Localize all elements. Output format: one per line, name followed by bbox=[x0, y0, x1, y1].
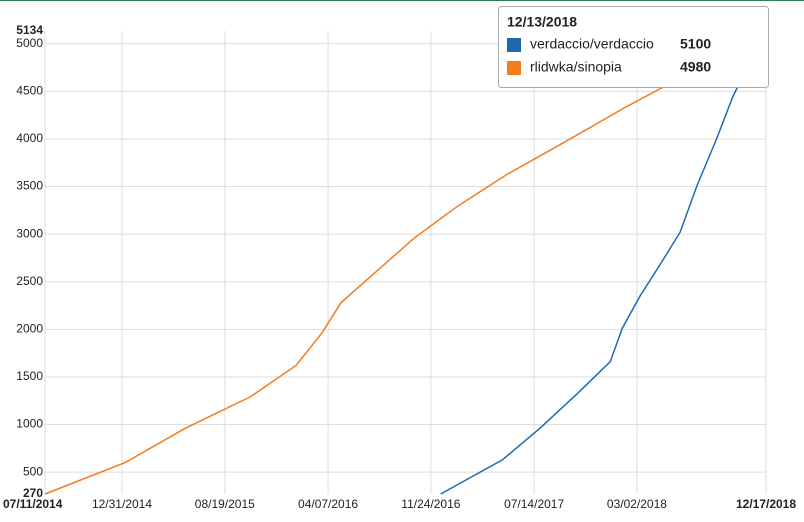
y-tick-label: 5000 bbox=[16, 36, 43, 50]
y-tick-label: 270 bbox=[23, 486, 43, 500]
y-tick-label: 4500 bbox=[16, 84, 43, 98]
y-tick-label: 500 bbox=[23, 464, 43, 478]
x-tick-label: 12/31/2014 bbox=[92, 497, 152, 511]
y-tick-label: 2500 bbox=[16, 274, 43, 288]
x-tick-label: 03/02/2018 bbox=[607, 497, 667, 511]
tooltip-name: verdaccio/verdaccio bbox=[530, 36, 654, 52]
y-tick-label: 1500 bbox=[16, 369, 43, 383]
series-line bbox=[440, 33, 765, 495]
x-tick-label: 12/17/2018 bbox=[736, 497, 796, 511]
series-line bbox=[44, 44, 765, 495]
y-tick-label: 3500 bbox=[16, 179, 43, 193]
tooltip-date: 12/13/2018 bbox=[507, 14, 577, 30]
x-tick-label: 11/24/2016 bbox=[401, 497, 460, 511]
y-tick-label: 2000 bbox=[16, 321, 43, 335]
tooltip-box bbox=[498, 6, 769, 88]
y-tick-label: 3000 bbox=[16, 226, 43, 240]
x-tick-label: 07/14/2017 bbox=[504, 497, 564, 511]
tooltip-value: 4980 bbox=[680, 59, 711, 75]
y-tick-label: 4000 bbox=[16, 131, 43, 145]
tooltip-name: rlidwka/sinopia bbox=[530, 59, 622, 75]
y-tick-label: 1000 bbox=[16, 417, 43, 431]
x-tick-label: 08/19/2015 bbox=[195, 497, 255, 511]
tooltip-value: 5100 bbox=[680, 36, 711, 52]
y-tick-label: 5134 bbox=[16, 23, 43, 37]
tooltip-swatch bbox=[507, 38, 521, 52]
x-tick-label: 07/11/2014 bbox=[3, 497, 63, 511]
x-tick-label: 04/07/2016 bbox=[298, 497, 358, 511]
tooltip-swatch bbox=[507, 61, 521, 75]
